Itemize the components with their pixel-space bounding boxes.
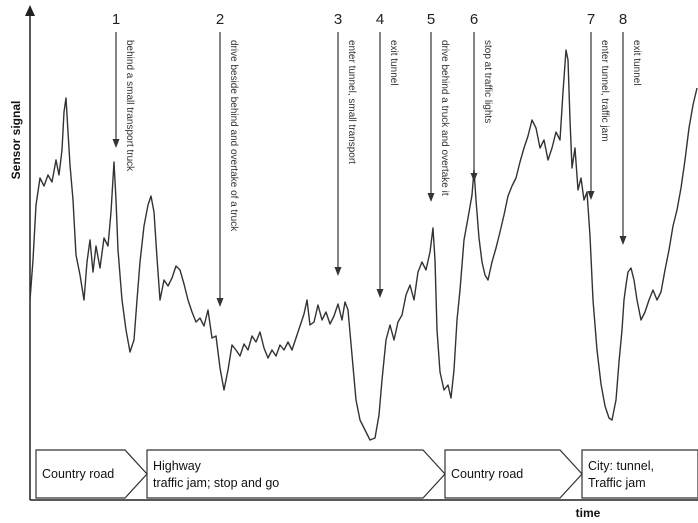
event-text: drive behind a truck and overtake it <box>439 40 450 196</box>
event-number: 8 <box>619 11 627 28</box>
event-number: 6 <box>470 11 478 28</box>
event-arrow-head <box>112 139 120 148</box>
event-text: drive beside behind and overtake of a tr… <box>228 40 239 232</box>
event-marker-6: 6 stop at traffic lights <box>470 11 493 182</box>
segment-label: traffic jam; stop and go <box>153 476 279 490</box>
event-arrow-head <box>376 289 384 298</box>
event-number: 2 <box>216 11 224 28</box>
road-segments: Country road Highway traffic jam; stop and… <box>35 449 698 499</box>
segment-chevron <box>444 449 583 499</box>
y-axis-arrow <box>25 5 35 16</box>
event-marker-4: 4 exit tunnel <box>376 11 399 298</box>
event-arrow-head <box>334 267 342 276</box>
y-axis-label: Sensor signal <box>9 101 23 180</box>
event-number: 7 <box>587 11 595 28</box>
axes: Sensor signal time <box>9 5 698 520</box>
event-marker-8: 8 exit tunnel <box>619 11 642 245</box>
segment-0: Country road <box>35 449 148 499</box>
event-number: 4 <box>376 11 384 28</box>
event-text: exit tunnel <box>388 40 399 86</box>
event-arrow-head <box>470 173 478 182</box>
event-number: 3 <box>334 11 342 28</box>
event-markers: 1 behind a small transport truck 2 drive be… <box>112 11 642 307</box>
event-arrow-head <box>619 236 627 245</box>
signal-line <box>29 49 698 441</box>
event-text: enter tunnel, small transport <box>346 40 357 164</box>
segment-label: City: tunnel, <box>588 459 654 473</box>
segment-1: Highway traffic jam; stop and go <box>146 449 446 499</box>
segment-2: Country road <box>444 449 583 499</box>
segment-chevron <box>35 449 148 499</box>
event-number: 1 <box>112 11 120 28</box>
segment-label: Highway <box>153 459 202 473</box>
event-marker-3: 3 enter tunnel, small transport <box>334 11 357 276</box>
event-marker-7: 7 enter tunnel, traffic jam <box>587 11 610 200</box>
segment-chevron <box>581 449 698 499</box>
event-marker-1: 1 behind a small transport truck <box>112 11 135 172</box>
event-arrow-head <box>587 191 595 200</box>
event-marker-2: 2 drive beside behind and overtake of a t… <box>216 11 239 307</box>
event-marker-5: 5 drive behind a truck and overtake it <box>427 11 450 202</box>
segment-label: Country road <box>42 467 114 481</box>
event-arrow-head <box>216 298 224 307</box>
event-arrow-head <box>427 193 435 202</box>
segment-3: City: tunnel, Traffic jam <box>581 449 698 499</box>
segment-label: Traffic jam <box>588 476 646 490</box>
segment-chevron <box>146 449 446 499</box>
event-text: stop at traffic lights <box>482 40 493 123</box>
x-axis-label: time <box>576 506 601 520</box>
segment-label: Country road <box>451 467 523 481</box>
event-text: exit tunnel <box>631 40 642 86</box>
event-text: behind a small transport truck <box>124 40 135 172</box>
event-number: 5 <box>427 11 435 28</box>
event-text: enter tunnel, traffic jam <box>599 40 610 142</box>
